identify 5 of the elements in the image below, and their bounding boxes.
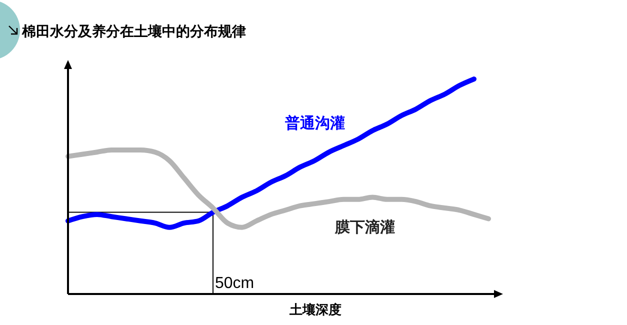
x-axis-title: 土壤深度 (288, 302, 342, 318)
annotation: 50cm (215, 275, 254, 292)
chart-title: 棉田水分及养分在土壤中的分布规律 (21, 23, 246, 40)
series-label: 膜下滴灌 (334, 218, 395, 236)
series-label: 普通沟灌 (284, 114, 345, 132)
